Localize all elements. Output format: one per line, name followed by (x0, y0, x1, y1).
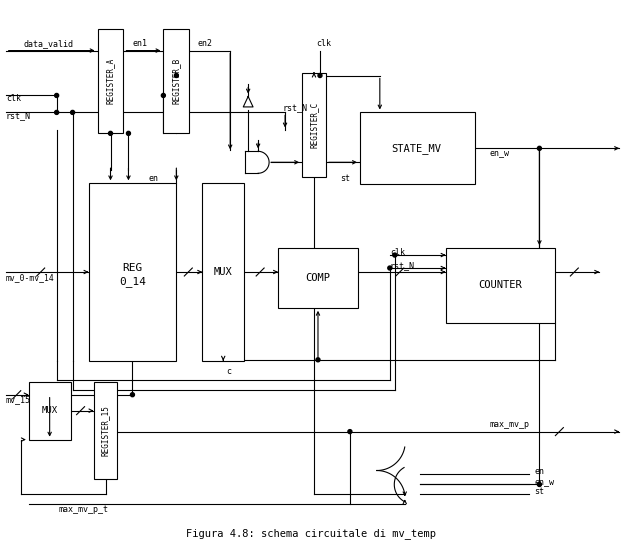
Text: clk: clk (316, 39, 331, 48)
Text: en_w: en_w (534, 477, 554, 486)
Bar (202, 183, 244, 361)
Text: en_w: en_w (490, 148, 509, 157)
Text: MUX: MUX (214, 267, 233, 277)
Bar (98, 29, 124, 134)
Text: c: c (226, 367, 231, 376)
Text: STATE_MV: STATE_MV (392, 143, 442, 154)
Text: max_mv_p: max_mv_p (490, 420, 529, 429)
Text: clk: clk (390, 247, 405, 257)
Bar (29, 382, 71, 439)
Text: en: en (534, 467, 544, 476)
Text: en1: en1 (133, 39, 148, 48)
Circle shape (126, 131, 131, 135)
Circle shape (174, 73, 179, 77)
Circle shape (537, 146, 541, 150)
Text: mv_15: mv_15 (6, 395, 30, 404)
Circle shape (55, 110, 58, 114)
Text: REGISTER_15: REGISTER_15 (101, 405, 110, 456)
Circle shape (318, 73, 322, 77)
Bar (445, 248, 555, 323)
Text: st: st (534, 487, 544, 496)
Text: REGISTER_B: REGISTER_B (172, 57, 181, 104)
Text: st: st (340, 174, 350, 183)
Circle shape (393, 253, 397, 257)
Bar (88, 183, 177, 361)
Bar (302, 72, 326, 177)
Text: clk: clk (6, 94, 21, 103)
Text: mv_0-mv_14: mv_0-mv_14 (6, 273, 55, 283)
Circle shape (71, 110, 75, 114)
Bar (93, 382, 118, 480)
Circle shape (348, 429, 352, 434)
Text: REGISTER_C: REGISTER_C (310, 101, 318, 147)
Text: data_valid: data_valid (24, 39, 73, 48)
Circle shape (161, 93, 165, 98)
Text: REGISTER_A: REGISTER_A (106, 57, 115, 104)
Text: REG: REG (123, 263, 142, 273)
Text: MUX: MUX (42, 406, 58, 415)
Text: en2: en2 (198, 39, 213, 48)
Circle shape (131, 392, 134, 397)
Text: COMP: COMP (305, 273, 330, 283)
Circle shape (316, 358, 320, 362)
Text: rst_N: rst_N (390, 262, 415, 270)
Text: Figura 4.8: schema circuitale di mv_temp: Figura 4.8: schema circuitale di mv_temp (186, 528, 436, 539)
Text: COUNTER: COUNTER (479, 280, 522, 290)
Bar (164, 29, 189, 134)
Text: rst_N: rst_N (282, 103, 307, 112)
Bar (360, 113, 475, 184)
Text: max_mv_p_t: max_mv_p_t (58, 505, 109, 514)
Text: en: en (149, 174, 159, 183)
Circle shape (55, 93, 58, 98)
Circle shape (108, 131, 113, 135)
Bar (278, 248, 358, 308)
Text: rst_N: rst_N (6, 111, 30, 120)
Circle shape (537, 482, 541, 486)
Text: 0_14: 0_14 (119, 277, 146, 288)
Circle shape (388, 266, 392, 270)
